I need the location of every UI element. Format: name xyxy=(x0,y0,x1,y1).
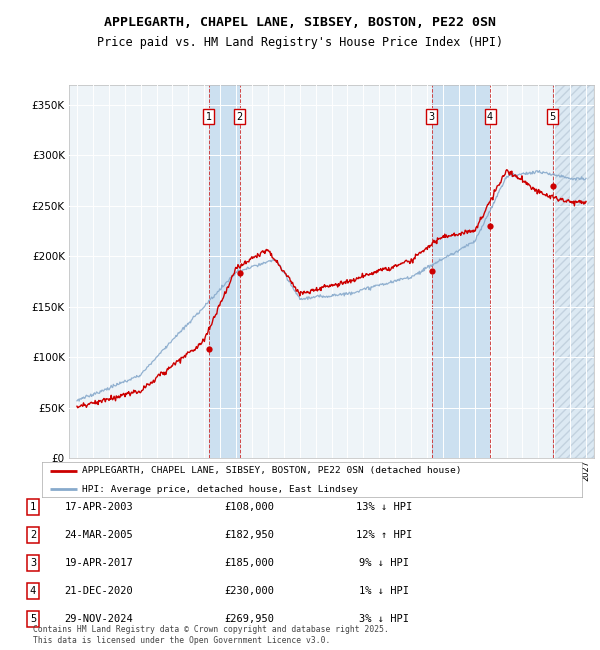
Text: 2: 2 xyxy=(30,530,36,540)
Text: APPLEGARTH, CHAPEL LANE, SIBSEY, BOSTON, PE22 0SN (detached house): APPLEGARTH, CHAPEL LANE, SIBSEY, BOSTON,… xyxy=(83,466,462,475)
Text: 13% ↓ HPI: 13% ↓ HPI xyxy=(356,502,412,512)
Text: £269,950: £269,950 xyxy=(224,614,274,624)
Text: £182,950: £182,950 xyxy=(224,530,274,540)
Text: £185,000: £185,000 xyxy=(224,558,274,568)
Text: £230,000: £230,000 xyxy=(224,586,274,596)
Bar xyxy=(209,84,240,458)
Text: Price paid vs. HM Land Registry's House Price Index (HPI): Price paid vs. HM Land Registry's House … xyxy=(97,36,503,49)
Text: 24-MAR-2005: 24-MAR-2005 xyxy=(65,530,133,540)
Text: 1: 1 xyxy=(30,502,36,512)
Bar xyxy=(553,84,594,458)
Text: 5: 5 xyxy=(30,614,36,624)
Text: 17-APR-2003: 17-APR-2003 xyxy=(65,502,133,512)
Bar xyxy=(432,84,490,458)
Text: £108,000: £108,000 xyxy=(224,502,274,512)
Text: 19-APR-2017: 19-APR-2017 xyxy=(65,558,133,568)
Text: Contains HM Land Registry data © Crown copyright and database right 2025.
This d: Contains HM Land Registry data © Crown c… xyxy=(33,625,389,645)
Text: APPLEGARTH, CHAPEL LANE, SIBSEY, BOSTON, PE22 0SN: APPLEGARTH, CHAPEL LANE, SIBSEY, BOSTON,… xyxy=(104,16,496,29)
Text: 1% ↓ HPI: 1% ↓ HPI xyxy=(359,586,409,596)
Text: 29-NOV-2024: 29-NOV-2024 xyxy=(65,614,133,624)
Text: 5: 5 xyxy=(550,112,556,122)
Text: 4: 4 xyxy=(30,586,36,596)
Text: 1: 1 xyxy=(206,112,212,122)
Text: 3: 3 xyxy=(30,558,36,568)
Text: 3% ↓ HPI: 3% ↓ HPI xyxy=(359,614,409,624)
Text: 9% ↓ HPI: 9% ↓ HPI xyxy=(359,558,409,568)
Text: 2: 2 xyxy=(236,112,243,122)
Text: 21-DEC-2020: 21-DEC-2020 xyxy=(65,586,133,596)
Text: 4: 4 xyxy=(487,112,493,122)
Text: 3: 3 xyxy=(428,112,435,122)
Text: 12% ↑ HPI: 12% ↑ HPI xyxy=(356,530,412,540)
Text: HPI: Average price, detached house, East Lindsey: HPI: Average price, detached house, East… xyxy=(83,485,359,494)
